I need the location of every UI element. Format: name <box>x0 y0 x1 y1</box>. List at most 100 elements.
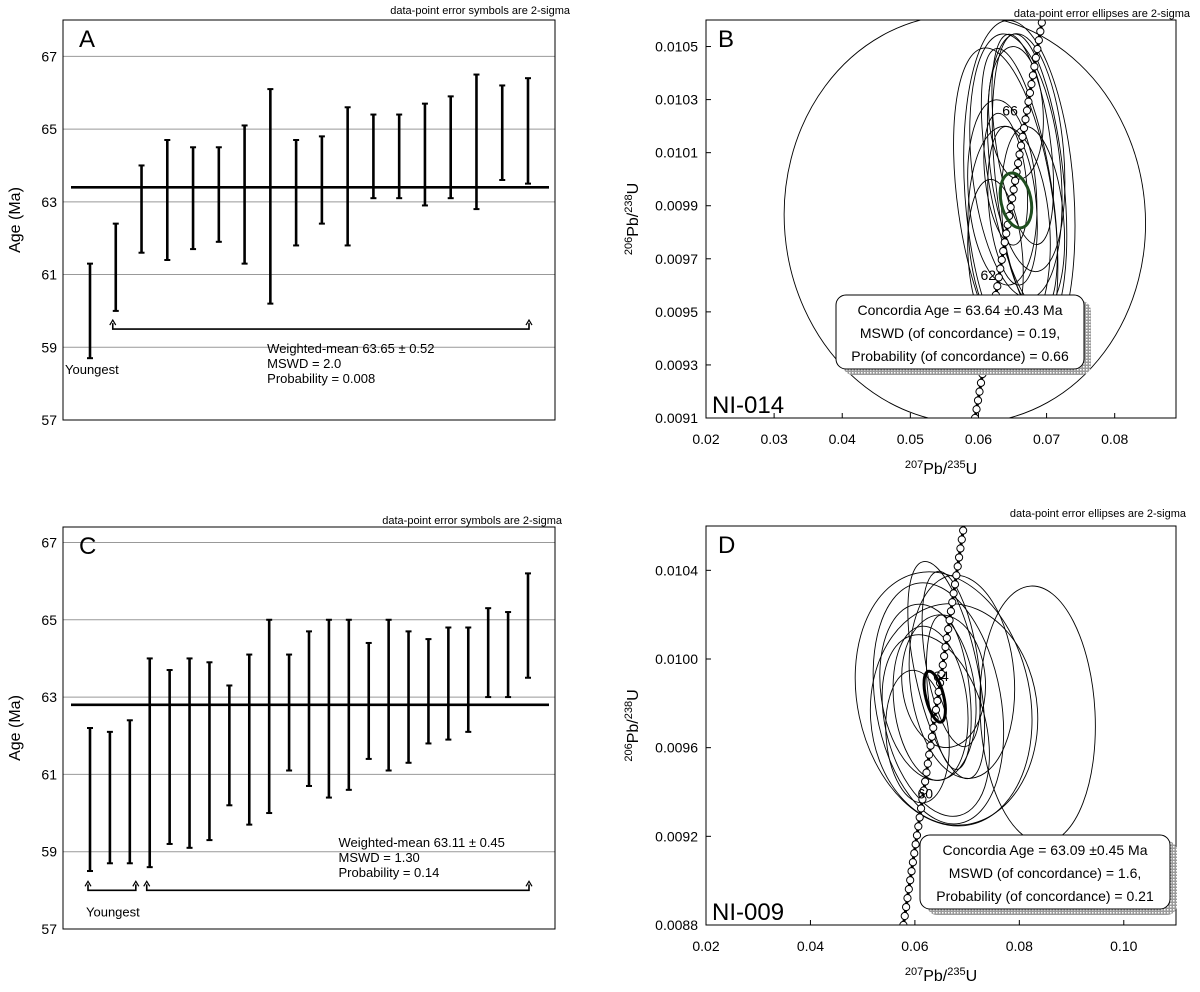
error-bar <box>365 641 372 760</box>
data-ellipse <box>872 582 1005 825</box>
stat-line: Weighted-mean 63.65 ± 0.52 <box>267 341 434 356</box>
plot-frame <box>62 19 556 421</box>
concordia-age-marker <box>961 518 968 525</box>
concordia-age-marker <box>918 795 927 804</box>
concordia-age-marker <box>1016 141 1026 150</box>
concordia-age-marker <box>933 696 942 705</box>
data-ellipse <box>783 20 1146 418</box>
concordia-age-marker <box>954 553 964 562</box>
concordia-age-marker <box>919 786 928 795</box>
error-bar <box>318 135 325 225</box>
y-tick-label: 57 <box>41 412 57 428</box>
age-label: 62 <box>981 267 997 283</box>
error-bar <box>164 139 171 261</box>
error-bar <box>505 611 512 699</box>
data-ellipse <box>854 571 1033 827</box>
sigma-note: data-point error symbols are 2-sigma <box>390 5 571 17</box>
concordia-age-marker <box>910 849 919 858</box>
concordia-age-marker <box>945 616 954 625</box>
concordia-age-marker <box>929 723 938 732</box>
concordia-age-marker <box>999 246 1008 256</box>
error-bar <box>447 95 454 200</box>
stat-line: Probability (of concordance) = 0.66 <box>851 348 1069 364</box>
concordia-age-marker <box>914 822 923 831</box>
error-bar <box>241 124 248 265</box>
concordia-age-marker <box>904 885 913 894</box>
x-tick-label: 0.04 <box>829 431 856 447</box>
data-ellipse <box>926 614 972 770</box>
data-ellipse <box>983 112 1028 246</box>
concordia-age-marker <box>973 396 983 405</box>
error-bar <box>126 719 133 865</box>
data-ellipse <box>921 570 982 748</box>
x-axis-title: 207Pb/235U <box>905 966 977 985</box>
youngest-bracket-arrow-left <box>84 880 92 887</box>
error-bar <box>206 661 213 842</box>
y-tick-label: 0.0101 <box>655 145 698 161</box>
y-tick-label: 0.0096 <box>655 740 698 756</box>
concordia-age-marker <box>976 378 986 387</box>
panel-letter: D <box>718 532 735 559</box>
mean-bracket-arrow-left <box>109 318 117 326</box>
y-tick-label: 61 <box>41 766 57 782</box>
y-axis-title-part: 238 <box>623 194 635 212</box>
sigma-note: data-point error ellipses are 2-sigma <box>1014 8 1191 20</box>
error-bar <box>525 77 531 185</box>
concordia-age-marker <box>997 255 1006 264</box>
concordia-age-marker <box>1037 20 1046 27</box>
y-tick-label: 57 <box>41 921 57 937</box>
y-tick-label: 0.0099 <box>655 198 698 214</box>
data-ellipse <box>892 625 969 781</box>
stat-line: Probability (of concordance) = 0.21 <box>936 888 1154 904</box>
y-tick-label: 63 <box>41 194 57 210</box>
concordia-curve <box>901 526 966 925</box>
y-tick-label: 0.0097 <box>655 251 698 267</box>
x-axis-title-part: U <box>966 968 978 985</box>
concordia-age-marker <box>926 741 935 750</box>
y-tick-label: 59 <box>41 339 57 355</box>
concordia-age-marker <box>921 777 930 786</box>
x-tick-label: 0.10 <box>1110 938 1137 954</box>
y-tick-label: 0.0093 <box>655 357 698 373</box>
concordia-age-marker <box>949 589 958 598</box>
error-bar <box>215 146 222 243</box>
stats-box <box>835 294 1085 370</box>
panel-letter: B <box>718 26 734 53</box>
concordia-age-marker <box>972 405 981 414</box>
stat-line: Concordia Age = 63.64 ±0.43 Ma <box>858 302 1063 318</box>
data-ellipse <box>881 634 990 817</box>
concordia-age-marker <box>959 526 968 535</box>
error-bar <box>267 88 274 305</box>
y-tick-label: 65 <box>41 612 57 628</box>
y-tick-label: 0.0091 <box>655 410 698 426</box>
y-tick-label: 0.0104 <box>655 562 698 578</box>
data-ellipse <box>988 46 1044 180</box>
concordia-age-marker <box>937 669 946 679</box>
y-tick-label: 0.0095 <box>655 304 698 320</box>
y-tick-label: 67 <box>41 48 57 64</box>
error-bar <box>146 657 153 869</box>
concordia-age-marker <box>1033 44 1042 54</box>
y-axis-title-part: Pb/ <box>625 212 642 237</box>
data-ellipse <box>967 99 1038 286</box>
x-axis-title: 207Pb/235U <box>905 459 977 478</box>
error-bar <box>499 84 506 181</box>
error-bar <box>106 730 113 865</box>
error-bar <box>325 618 332 799</box>
y-axis-label: Age (Ma) <box>7 187 24 253</box>
error-bar <box>112 222 119 312</box>
concordia-age-marker <box>953 562 962 571</box>
concordia-age-marker <box>900 911 909 921</box>
stat-line: MSWD = 2.0 <box>267 356 341 371</box>
concordia-age-marker <box>996 264 1005 273</box>
concordia-age-marker <box>923 759 932 768</box>
mean-bracket <box>111 323 530 330</box>
x-tick-label: 0.02 <box>692 938 719 954</box>
sigma-note: data-point error symbols are 2-sigma <box>382 515 563 527</box>
plot-frame <box>62 526 556 930</box>
concordia-age-marker <box>899 920 908 925</box>
y-tick-label: 0.0092 <box>655 828 698 844</box>
error-bar <box>425 638 432 745</box>
